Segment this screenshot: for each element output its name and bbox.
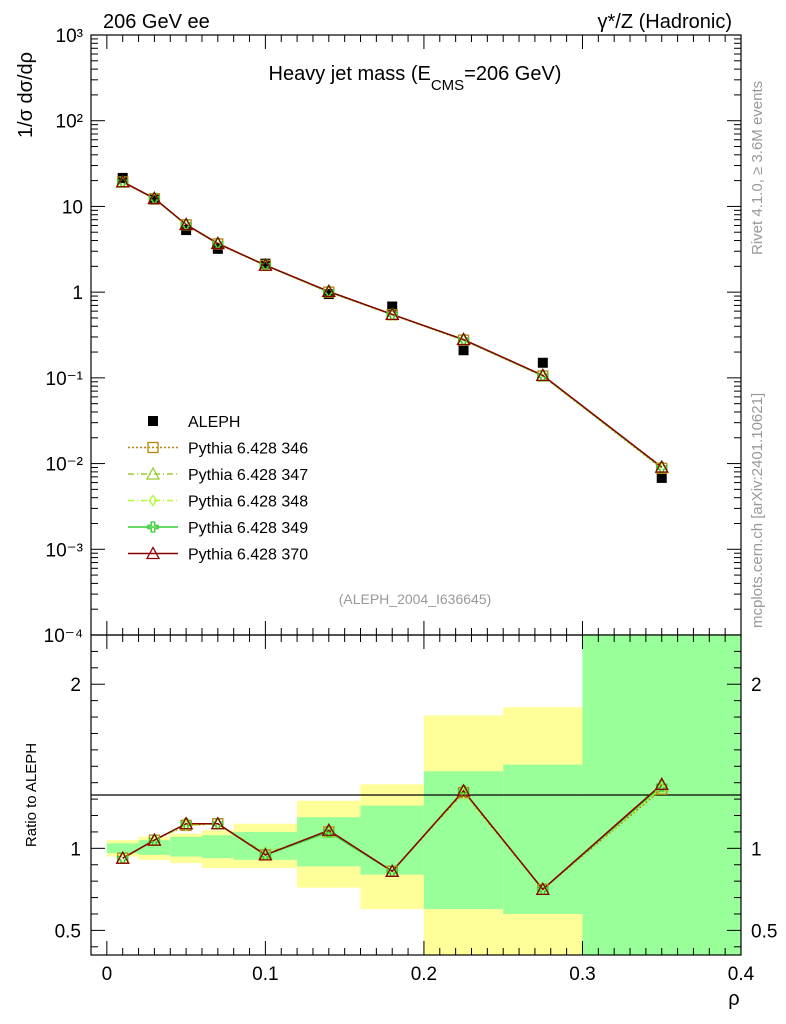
ratio-ytick-label-right: 2 [751, 675, 762, 696]
ratio-point [657, 781, 667, 794]
data-point [458, 345, 469, 356]
side-label-top: Rivet 4.1.0, ≥ 3.6M events [749, 81, 766, 255]
legend-label: Pythia 6.428 370 [188, 547, 308, 564]
ratio-point [179, 816, 194, 830]
ratio-ytick-label-right: 1 [751, 839, 762, 860]
ratio-xtick-label: 0.1 [252, 964, 278, 985]
ratio-xtick-label: 0 [102, 964, 113, 985]
legend-marker [145, 546, 161, 560]
data-point [387, 301, 398, 312]
ratio-point [656, 780, 668, 792]
ratio-point [535, 882, 550, 896]
legend-label: Pythia 6.428 347 [188, 467, 308, 484]
ratio-xtick-label: 0.2 [411, 964, 437, 985]
ratio-series-line [122, 783, 663, 891]
main-frame [90, 34, 742, 636]
ratio-ytick-label: 1 [70, 839, 81, 860]
main-ytick-label: 10⁻¹ [46, 369, 84, 390]
mc-point [147, 191, 162, 205]
ratio-xtick-label: 0.3 [569, 964, 595, 985]
legend-label: ALEPH [188, 414, 240, 431]
header-left: 206 GeV ee [103, 11, 210, 33]
legend-marker [147, 521, 159, 533]
main-ytick-label: 10 [62, 197, 83, 218]
ratio-band-inner [170, 836, 202, 857]
data-point [260, 258, 271, 269]
data-point [537, 357, 548, 368]
ratio-band-inner [360, 805, 424, 875]
ratio-ytick-labels-right: 0.5 1 2 [751, 675, 777, 942]
ratio-point [654, 776, 669, 790]
ratio-y-axis-label: Ratio to ALEPH [23, 743, 40, 847]
legend-label: Pythia 6.428 346 [188, 441, 308, 458]
ratio-series-lines [122, 783, 663, 891]
main-series-markers [115, 172, 669, 483]
data-point [323, 289, 334, 300]
mc-point [210, 236, 225, 250]
ratio-panel: 0.5 1 2 0.5 1 2 0 0.1 0.2 0.3 0.4 Ratio to ALEPH… [23, 634, 777, 1010]
ratio-band-inner [423, 771, 504, 910]
chart-title: Heavy jet mass (ECMS=206 GeV) [269, 63, 562, 94]
legend-label: Pythia 6.428 348 [188, 494, 308, 511]
ratio-ytick-labels: 0.5 1 2 [55, 675, 81, 942]
mc-point [654, 459, 669, 473]
legend-marker [148, 416, 158, 426]
mc-point [321, 284, 336, 298]
main-series-line [122, 181, 663, 468]
ratio-point [323, 826, 335, 838]
main-ticks [91, 34, 742, 636]
mc-point [385, 307, 400, 321]
mc-point [258, 257, 273, 271]
ratio-point [147, 832, 162, 846]
ratio-ytick-label: 0.5 [55, 921, 81, 942]
ratio-band-inner [106, 843, 139, 854]
data-point [149, 194, 160, 205]
mc-point [115, 174, 130, 188]
ratio-point [210, 816, 225, 830]
mc-point [456, 332, 471, 346]
ratio-ticks [91, 635, 742, 955]
legend: ALEPH Pythia 6.428 346 Pythia 6.428 347 Pyt… [128, 414, 308, 564]
ratio-point [181, 819, 191, 832]
legend-label: Pythia 6.428 349 [188, 520, 308, 537]
mc-point [179, 217, 194, 231]
main-ytick-label: 10⁻³ [46, 540, 84, 561]
header-right: γ*/Z (Hadronic) [598, 11, 732, 33]
main-ytick-label: 10⁻² [46, 455, 84, 476]
ratio-xtick-labels: 0 0.1 0.2 0.3 0.4 [102, 964, 755, 985]
ratio-series-markers [115, 776, 669, 896]
x-axis-label: ρ [728, 988, 739, 1010]
main-panel: 10⁻⁴ 10⁻³ 10⁻² 10⁻¹ 1 10 10² 10³ Heavy jet mass… [15, 26, 742, 647]
side-label-bottom: mcplots.cern.ch [arXiv:2401.10621] [749, 393, 766, 628]
legend-marker [147, 441, 159, 454]
ratio-point [385, 863, 400, 877]
main-ytick-label: 10⁻⁴ [44, 626, 83, 647]
main-y-axis-label: 1/σ dσ/dρ [15, 52, 37, 138]
ratio-point [321, 822, 336, 836]
ratio-ytick-label-right: 0.5 [751, 921, 777, 942]
main-ytick-label: 1 [72, 283, 83, 304]
main-series-lines [122, 181, 663, 469]
ratio-band-inner [138, 840, 171, 855]
ratio-point [115, 850, 130, 864]
legend-marker [148, 494, 158, 507]
mc-point [535, 367, 550, 381]
ratio-band-inner [503, 764, 583, 914]
ratio-point [459, 786, 468, 799]
data-point [656, 472, 667, 483]
ratio-point [456, 783, 471, 797]
main-ytick-label: 10² [56, 112, 83, 133]
ratio-band-inner [201, 835, 234, 859]
ratio-point [258, 847, 273, 861]
main-ytick-labels: 10⁻⁴ 10⁻³ 10⁻² 10⁻¹ 1 10 10² 10³ [44, 26, 83, 647]
ratio-ytick-label: 2 [70, 675, 81, 696]
analysis-label: (ALEPH_2004_I636645) [339, 591, 492, 607]
ratio-xtick-label: 0.4 [728, 964, 755, 985]
main-ytick-label: 10³ [56, 26, 83, 47]
legend-marker [145, 466, 161, 480]
